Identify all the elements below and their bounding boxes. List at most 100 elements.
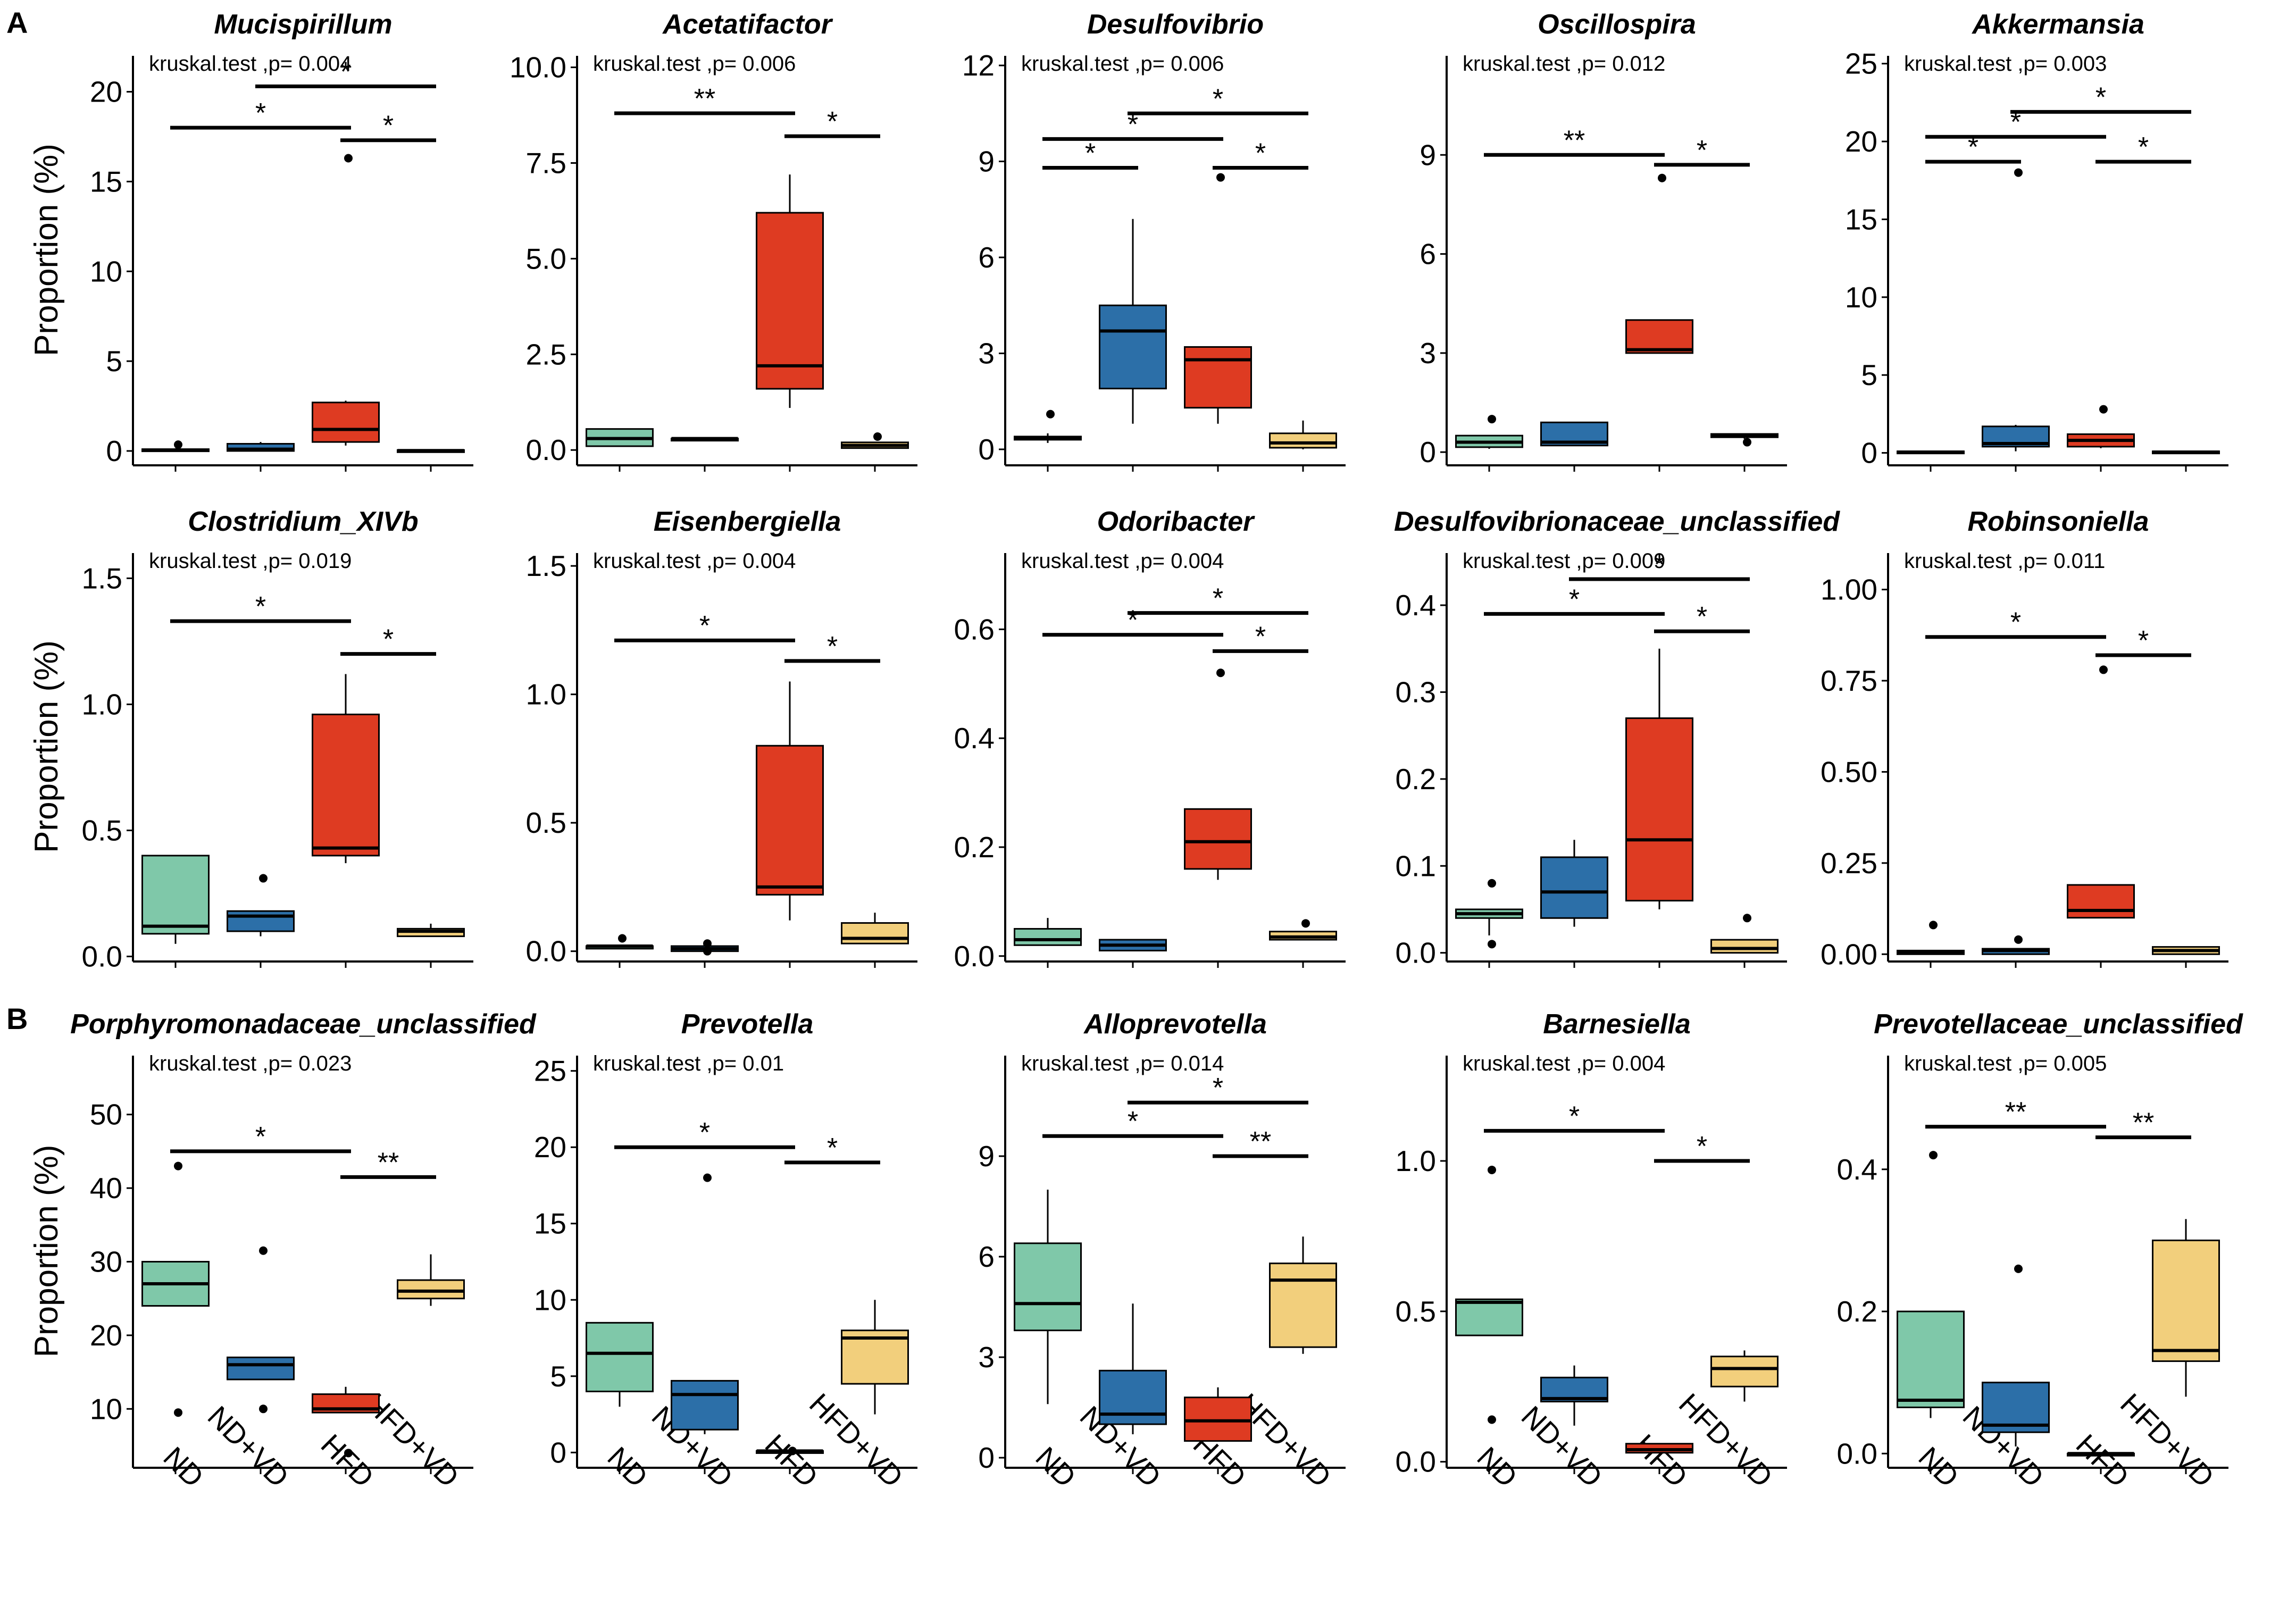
y-tick-label: 0 bbox=[550, 1436, 566, 1469]
y-tick-label: 0.6 bbox=[954, 613, 995, 646]
significance-label: * bbox=[255, 1122, 266, 1152]
outlier-point bbox=[1216, 668, 1225, 678]
significance-label: * bbox=[1569, 584, 1580, 615]
significance-label: * bbox=[1255, 621, 1266, 652]
y-tick-label: 0.1 bbox=[1396, 849, 1436, 882]
significance-label: * bbox=[255, 591, 266, 622]
y-tick-label: 10.0 bbox=[510, 51, 566, 84]
chart-title: Odoribacter bbox=[1097, 506, 1255, 537]
outlier-point bbox=[344, 1449, 353, 1458]
box-nd-vd bbox=[227, 910, 295, 932]
y-tick-label: 0 bbox=[978, 433, 995, 466]
y-tick-label: 5 bbox=[550, 1360, 566, 1393]
y-tick-label: 15 bbox=[90, 165, 122, 198]
y-tick-label: 25 bbox=[534, 1055, 566, 1088]
box-hfd-vd bbox=[397, 1279, 465, 1300]
significance-label: * bbox=[1085, 138, 1096, 169]
y-tick-label: 0.4 bbox=[954, 722, 995, 755]
outlier-point bbox=[703, 947, 712, 956]
chart-title: Clostridium_XIVb bbox=[188, 506, 418, 537]
y-tick-label: 9 bbox=[1420, 138, 1436, 171]
box-hfd bbox=[1625, 319, 1693, 354]
y-tick-label: 3 bbox=[978, 1341, 995, 1374]
significance-label: * bbox=[1697, 601, 1707, 632]
significance-label: * bbox=[383, 624, 394, 655]
y-tick-label: 15 bbox=[534, 1207, 566, 1240]
kruskal-test-label: kruskal.test ,p= 0.014 bbox=[1021, 1052, 1224, 1075]
outlier-point bbox=[703, 939, 712, 948]
y-tick-label: 12 bbox=[962, 49, 995, 82]
significance-label: * bbox=[827, 631, 838, 662]
y-tick-label: 30 bbox=[90, 1245, 122, 1278]
kruskal-test-label: kruskal.test ,p= 0.003 bbox=[1904, 52, 2107, 76]
significance-label: * bbox=[1697, 1131, 1707, 1162]
chart-title: Desulfovibrio bbox=[1087, 9, 1264, 40]
box-nd bbox=[1014, 1242, 1082, 1332]
box-hfd bbox=[2067, 884, 2135, 919]
significance-label: ** bbox=[1564, 125, 1585, 156]
kruskal-test-label: kruskal.test ,p= 0.006 bbox=[593, 52, 796, 76]
outlier-point bbox=[788, 1447, 797, 1456]
chart-panel: Clostridium_XIVb kruskal.test ,p= 0.019 0.… bbox=[28, 506, 473, 973]
y-tick-label: 0.0 bbox=[526, 935, 566, 968]
y-tick-label: 40 bbox=[90, 1172, 122, 1205]
y-tick-label: 0.50 bbox=[1821, 755, 1877, 788]
chart-panel: Odoribacter kruskal.test ,p= 0.004 0.0 0.2 0… bbox=[954, 506, 1346, 973]
y-tick-label: 20 bbox=[90, 76, 122, 108]
y-tick-label: 20 bbox=[90, 1319, 122, 1352]
outlier-point bbox=[2014, 1264, 2023, 1273]
chart-panel: Eisenbergiella kruskal.test ,p= 0.004 0.0 0… bbox=[526, 506, 917, 968]
y-tick-label: 0.5 bbox=[1396, 1295, 1436, 1328]
significance-label: * bbox=[1569, 1101, 1580, 1132]
box-nd-vd bbox=[1099, 1369, 1167, 1425]
y-tick-label: 9 bbox=[978, 145, 995, 178]
box-hfd bbox=[312, 402, 380, 443]
box-hfd-vd bbox=[1710, 1356, 1779, 1387]
box-hfd bbox=[756, 745, 824, 896]
y-axis-title: Proportion (%) bbox=[28, 640, 65, 853]
significance-label: * bbox=[827, 106, 838, 137]
significance-label: * bbox=[1654, 549, 1665, 580]
y-tick-label: 0.3 bbox=[1396, 675, 1436, 708]
y-tick-label: 5 bbox=[1861, 358, 1877, 391]
significance-label: * bbox=[1255, 138, 1266, 169]
y-tick-label: 3 bbox=[1420, 337, 1436, 370]
kruskal-test-label: kruskal.test ,p= 0.004 bbox=[593, 549, 796, 573]
box-nd-vd bbox=[227, 1356, 295, 1381]
significance-label: * bbox=[1697, 135, 1707, 166]
outlier-point bbox=[174, 440, 182, 449]
kruskal-test-label: kruskal.test ,p= 0.005 bbox=[1904, 1052, 2107, 1075]
panel-label-a: A bbox=[6, 6, 28, 39]
box-hfd-vd bbox=[841, 922, 909, 944]
outlier-point bbox=[1743, 914, 1751, 923]
kruskal-test-label: kruskal.test ,p= 0.019 bbox=[149, 549, 352, 573]
box-hfd bbox=[1625, 717, 1693, 902]
y-tick-label: 5.0 bbox=[526, 242, 566, 275]
outlier-point bbox=[1658, 173, 1666, 182]
y-tick-label: 6 bbox=[978, 1240, 995, 1273]
kruskal-test-label: kruskal.test ,p= 0.004 bbox=[1021, 549, 1224, 573]
significance-label: * bbox=[2095, 82, 2106, 113]
box-nd bbox=[141, 855, 210, 935]
significance-label: ** bbox=[694, 83, 715, 114]
significance-label: * bbox=[2010, 107, 2021, 138]
chart-panel: Porphyromonadaceae_unclassified kruskal.t… bbox=[28, 1009, 537, 1493]
kruskal-test-label: kruskal.test ,p= 0.004 bbox=[149, 52, 352, 76]
y-tick-label: 0.4 bbox=[1396, 589, 1436, 622]
chart-title: Prevotellaceae_unclassified bbox=[1874, 1009, 2243, 1040]
y-tick-label: 1.00 bbox=[1821, 573, 1877, 606]
outlier-point bbox=[1216, 173, 1225, 182]
kruskal-test-label: kruskal.test ,p= 0.006 bbox=[1021, 52, 1224, 76]
outlier-point bbox=[2099, 665, 2108, 674]
significance-label: * bbox=[1128, 605, 1138, 636]
y-tick-label: 0.2 bbox=[1396, 763, 1436, 796]
outlier-point bbox=[344, 154, 353, 163]
outlier-point bbox=[2014, 935, 2023, 944]
kruskal-test-label: kruskal.test ,p= 0.011 bbox=[1904, 549, 2105, 573]
significance-label: * bbox=[699, 1117, 710, 1148]
outlier-point bbox=[1488, 415, 1496, 424]
y-tick-label: 1.5 bbox=[82, 562, 122, 595]
outlier-point bbox=[703, 1173, 712, 1182]
